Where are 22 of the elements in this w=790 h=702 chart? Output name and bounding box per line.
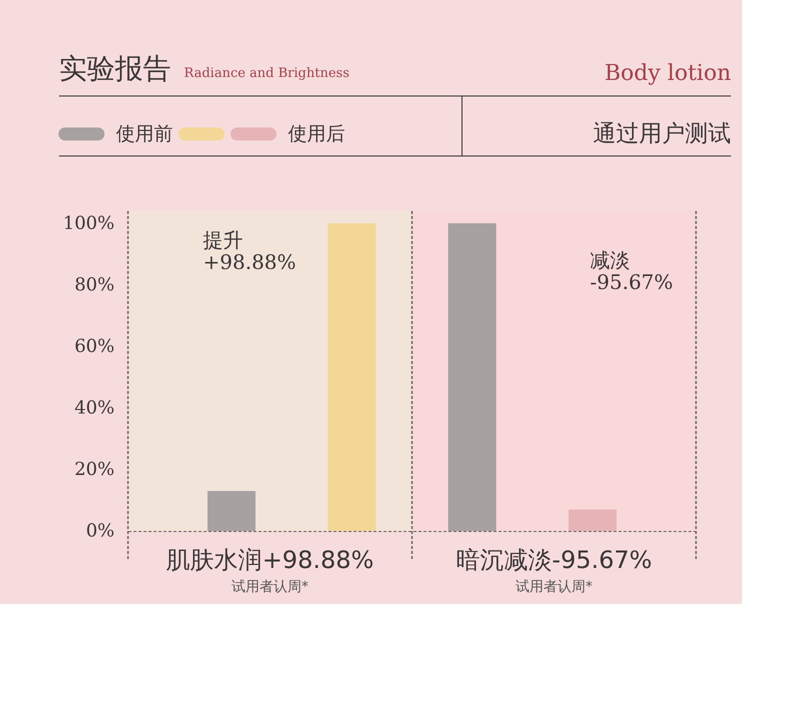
- y-tick-label: 60%: [74, 336, 114, 357]
- bar: [448, 223, 496, 531]
- text: 使用前: [116, 123, 173, 145]
- text: 试用者认周*: [516, 579, 592, 595]
- bar: [207, 491, 256, 531]
- chart-title: 实验报告: [59, 52, 171, 85]
- bar: [568, 509, 617, 531]
- bar: [328, 223, 376, 531]
- text: 通过用户测试: [593, 121, 731, 147]
- y-tick-label: 80%: [74, 274, 114, 296]
- text: Body lotion: [604, 61, 731, 86]
- text: 肌肤水润+98.88%: [166, 546, 374, 574]
- y-tick-label: 100%: [63, 212, 114, 234]
- text: 使用后: [288, 123, 345, 145]
- y-tick-label: 20%: [74, 458, 114, 480]
- annotation: 减淡 -95.67%: [590, 248, 674, 294]
- text: 暗沉减淡-95.67%: [456, 546, 652, 574]
- y-tick-label: 0%: [86, 520, 114, 542]
- text: 试用者认周*: [232, 579, 308, 595]
- chart-subtitle: Radiance and Brightness: [184, 66, 350, 81]
- annotation: 提升 +98.88%: [203, 228, 296, 274]
- y-tick-label: 40%: [74, 397, 114, 418]
